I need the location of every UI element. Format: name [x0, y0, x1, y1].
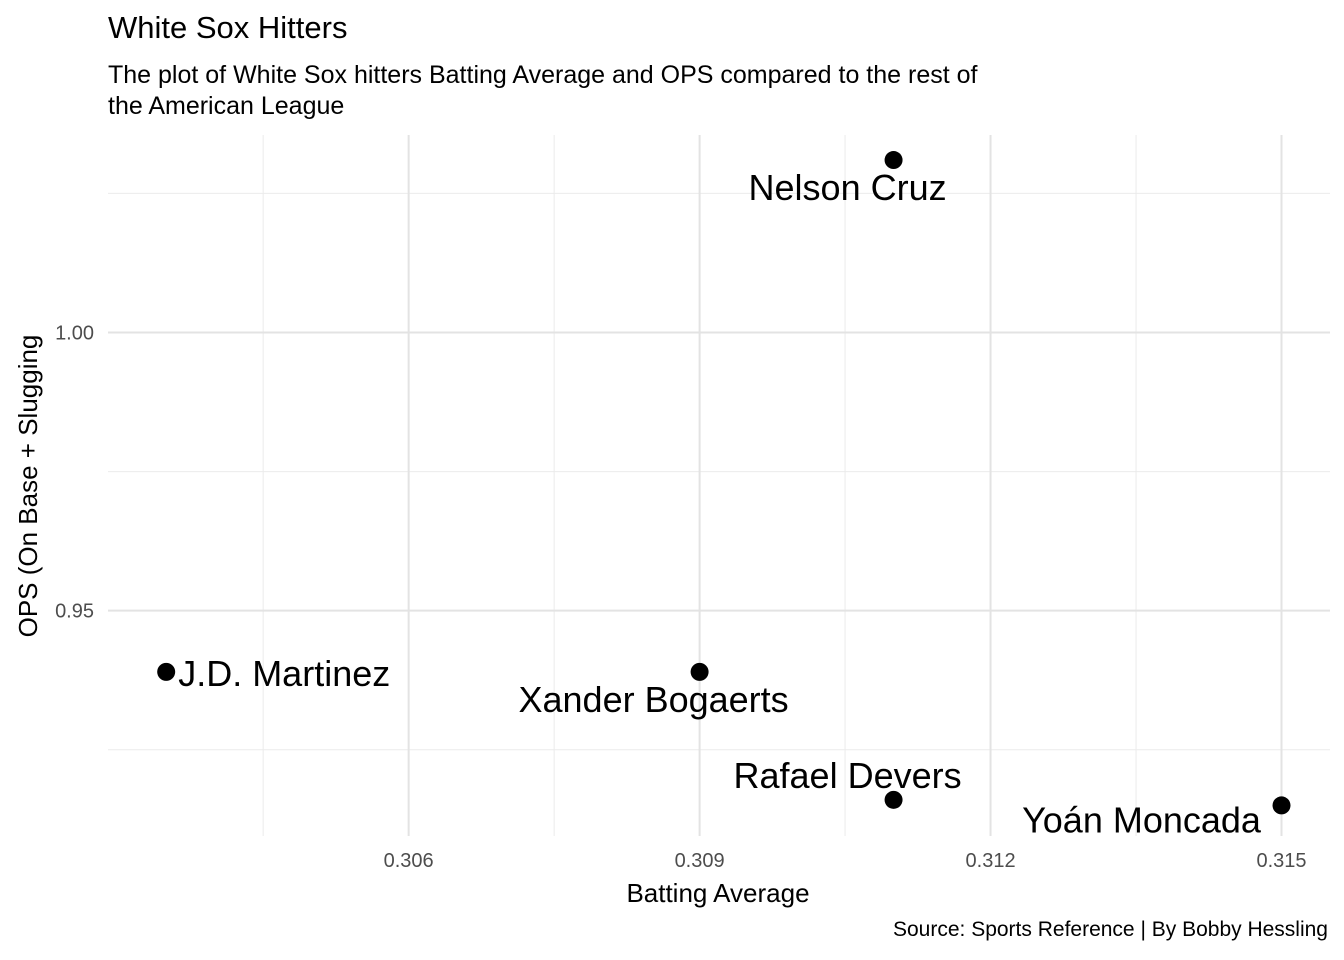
data-point: [884, 151, 903, 170]
y-tick-labels: 0.95 1.00: [55, 323, 94, 623]
x-axis-title: Batting Average: [626, 878, 809, 908]
data-point: [690, 662, 709, 681]
chart-caption: Source: Sports Reference | By Bobby Hess…: [892, 918, 1328, 941]
chart-subtitle: The plot of White Sox hitters Batting Av…: [108, 61, 978, 120]
x-tick-label: 0.309: [675, 850, 725, 872]
point-label: Xander Bogaerts: [519, 679, 789, 720]
data-points: [157, 151, 1291, 815]
point-labels: Nelson Cruz J.D. Martinez Xander Bogaerts R…: [178, 167, 1262, 840]
data-point: [157, 662, 176, 681]
point-label: J.D. Martinez: [178, 653, 390, 694]
x-tick-label: 0.306: [384, 850, 434, 872]
y-tick-label: 0.95: [55, 601, 94, 623]
data-point: [884, 790, 903, 809]
x-tick-labels: 0.306 0.309 0.312 0.315: [384, 850, 1307, 872]
point-label: Rafael Devers: [734, 755, 962, 796]
x-tick-label: 0.312: [966, 850, 1016, 872]
y-axis-title: OPS (On Base + Slugging: [13, 335, 43, 638]
grid-lines: [108, 135, 1330, 836]
point-label: Yoán Moncada: [1022, 799, 1262, 840]
chart-title: White Sox Hitters: [108, 10, 348, 45]
y-tick-label: 1.00: [55, 323, 94, 345]
data-point: [1272, 796, 1291, 815]
x-tick-label: 0.315: [1256, 850, 1306, 872]
point-label: Nelson Cruz: [749, 167, 947, 208]
